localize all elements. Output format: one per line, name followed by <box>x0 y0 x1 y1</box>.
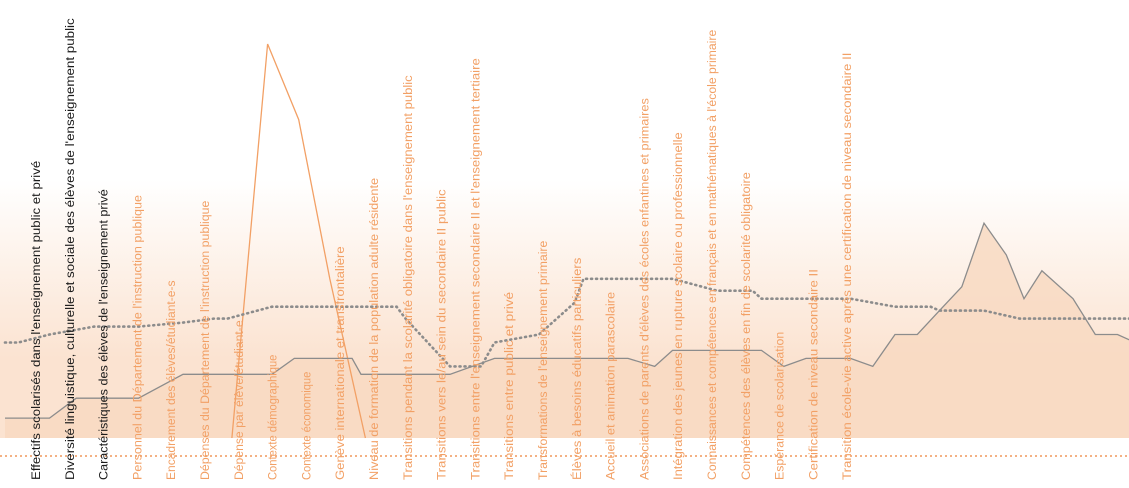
category-label-12: Transitions pendant la scolarité obligat… <box>403 75 415 480</box>
category-label-4: Personnel du Département de l'instructio… <box>132 195 144 480</box>
category-label-24: Certification de niveau secondaire II <box>808 269 820 480</box>
category-label-11: Niveau de formation de la population adu… <box>369 178 381 480</box>
area-layer <box>5 223 1129 438</box>
series-0-line <box>231 43 367 439</box>
series-2-line <box>3 277 1129 368</box>
category-label-1: Effectifs scolarisés dans l'enseignement… <box>31 161 43 480</box>
category-label-21: Connaissances et compétences en français… <box>707 30 719 480</box>
lines-layer <box>3 43 1129 439</box>
category-label-3: Caractéristiques des élèves de l'enseign… <box>99 189 111 480</box>
category-label-23: Espérance de scolarisation <box>775 332 787 480</box>
category-label-17: Élèves à besoins éducatifs particuliers <box>571 257 584 480</box>
category-label-15: Transitions entre public et privé <box>504 292 516 480</box>
series-1-area <box>5 223 1129 438</box>
category-label-20: Intégration des jeunes en rupture scolai… <box>673 132 685 480</box>
category-label-7: Dépense par élève/étudiant-e <box>234 320 246 480</box>
category-label-25: Transition école-vie active après une ce… <box>842 53 854 480</box>
category-label-8: Contexte démographique <box>268 355 280 480</box>
category-label-6: Dépenses du Département de l'instruction… <box>200 201 212 480</box>
category-label-2: Diversité linguistique, culturelle et so… <box>65 18 77 480</box>
category-label-22: Compétences des élèves en fin de scolari… <box>741 172 753 480</box>
category-label-18: Accueil et animation parascolaire <box>606 292 618 480</box>
category-label-14: Transitions entre l'enseignement seconda… <box>470 58 482 480</box>
category-labels: Effectifs scolarisés dans l'enseignement… <box>31 18 854 480</box>
category-label-16: Transformations de l'enseignement primai… <box>538 241 550 480</box>
series-1-line <box>5 221 1129 419</box>
category-label-5: Encadrement des élèves/étudiant-e-s <box>166 280 178 480</box>
category-label-13: Transitions vers le/au sein du secondair… <box>437 189 449 480</box>
category-label-9: Contexte économique <box>301 372 313 480</box>
category-label-10: Genève internationale et transfrontalièr… <box>335 246 347 480</box>
category-label-19: Associations de parents d'élèves des éco… <box>639 98 651 480</box>
